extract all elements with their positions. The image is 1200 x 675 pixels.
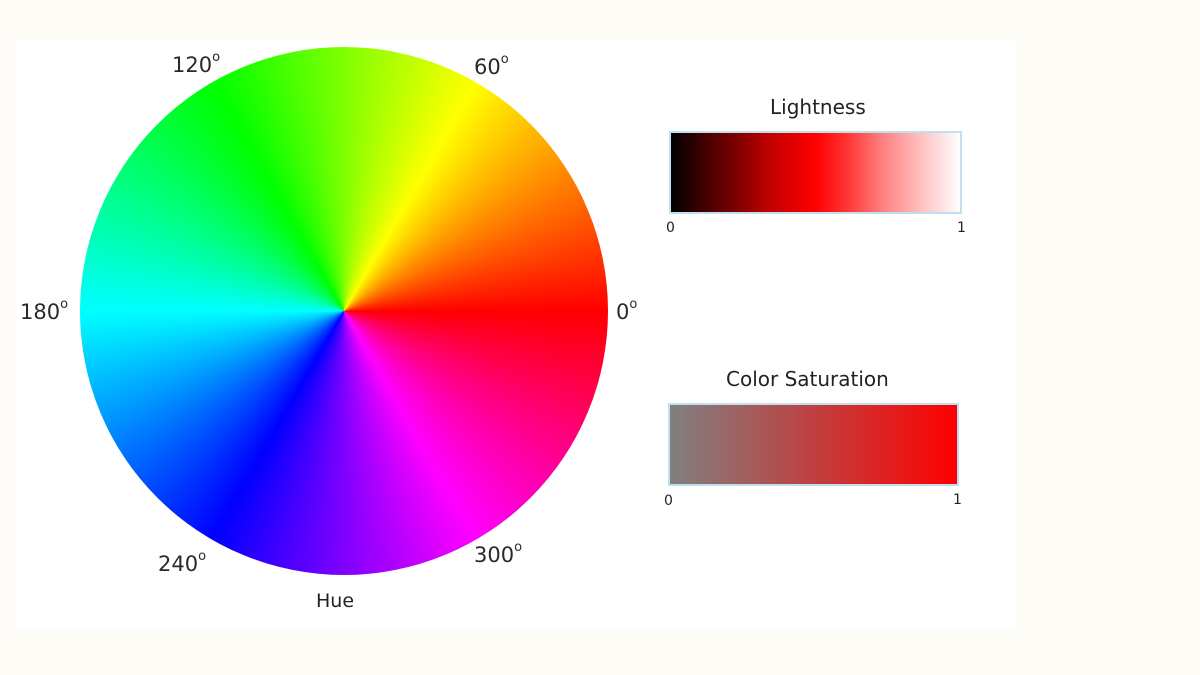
angle-label-60: 60o	[474, 52, 509, 79]
hue-label: Hue	[316, 590, 355, 612]
angle-label-180: 180o	[20, 297, 69, 324]
angle-label-240: 240o	[158, 549, 207, 576]
lightness-title: Lightness	[770, 95, 866, 119]
saturation-title: Color Saturation	[726, 367, 889, 391]
angle-label-0: 0o	[616, 297, 638, 324]
saturation-min-label: 0	[664, 493, 673, 509]
lightness-gradient-bar	[669, 131, 962, 214]
lightness-max-label: 1	[957, 220, 966, 236]
saturation-gradient-bar	[668, 403, 959, 486]
angle-label-120: 120o	[172, 50, 221, 77]
hue-color-wheel	[80, 47, 608, 575]
angle-label-300: 300o	[474, 540, 523, 567]
saturation-max-label: 1	[953, 492, 962, 508]
lightness-min-label: 0	[666, 220, 675, 236]
